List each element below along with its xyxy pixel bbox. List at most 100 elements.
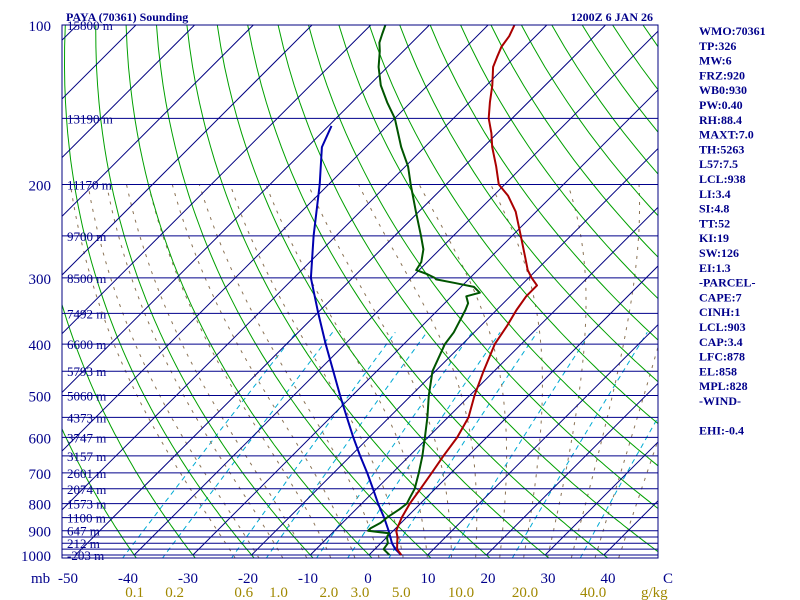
index-line-7: MAXT:7.0 <box>699 128 754 142</box>
moist-adiabat-4 <box>198 184 380 558</box>
dewpoint-trace <box>367 25 481 556</box>
dry-adiabats <box>62 25 658 558</box>
height-label-1000: -203 m <box>67 548 104 563</box>
temperature-tick-1: -40 <box>118 571 138 587</box>
height-label-750: 2074 m <box>67 482 106 497</box>
index-line-1: TP:326 <box>699 39 736 53</box>
height-label-200: 11170 m <box>67 178 112 193</box>
pressure-label-500: 500 <box>29 390 52 406</box>
dry-adiabat-60 <box>308 25 658 510</box>
pressure-label-800: 800 <box>29 498 52 514</box>
mixing-ratio-line-5 <box>388 332 538 558</box>
isotherm-30 <box>544 441 658 556</box>
index-line-15: SW:126 <box>699 246 739 260</box>
mixing-ratio-label-3: 1.0 <box>269 585 288 600</box>
height-label-950: 212 m <box>67 536 100 551</box>
isotherm--100 <box>62 25 313 276</box>
moist-adiabat-20 <box>358 184 478 558</box>
height-label-350: 7492 m <box>67 306 106 321</box>
mixing-ratio-label-5: 3.0 <box>351 585 370 600</box>
index-line-8: TH:5263 <box>699 142 744 156</box>
isotherm--30 <box>192 89 658 556</box>
isotherm-10 <box>427 323 658 556</box>
x-axis-prefix: mb <box>31 571 50 587</box>
index-line-20: LCL:903 <box>699 320 746 334</box>
sounding-profiles <box>309 25 538 556</box>
chart-title-time: 1200Z 6 JAN 26 <box>571 10 653 24</box>
index-line-27: EHI:-0.4 <box>699 424 744 438</box>
height-label-650: 3157 m <box>67 449 106 464</box>
height-label-100: 15800 m <box>67 18 113 33</box>
pressure-label-600: 600 <box>29 431 52 447</box>
mixing-ratio-line-0.1 <box>122 331 297 558</box>
dry-adiabat-110 <box>460 25 658 300</box>
chart-title-station: PAYA (70361) Sounding <box>66 10 188 24</box>
isotherm--10 <box>309 206 658 556</box>
index-line-10: LCL:938 <box>699 172 746 186</box>
index-line-12: SI:4.8 <box>699 202 729 216</box>
moist-adiabat-24 <box>418 184 508 558</box>
isobars <box>62 25 658 556</box>
pressure-label-1000: 1000 <box>21 549 51 565</box>
isotherm--80 <box>62 25 430 394</box>
moist-adiabat--4 <box>147 184 332 558</box>
temperature-trace <box>395 25 538 556</box>
dry-adiabat--10 <box>95 25 314 558</box>
mixing-ratio-line-0.6 <box>231 332 396 558</box>
parcel-trace <box>309 125 403 556</box>
temperature-tick-0: -50 <box>58 571 78 587</box>
index-line-6: RH:88.4 <box>699 113 742 127</box>
pressure-label-400: 400 <box>29 338 52 354</box>
height-label-800: 1573 m <box>67 497 106 512</box>
isotherm--110 <box>62 25 254 218</box>
temperature-axis-labels: mb -50 -40 -30 -20 -10 0 10 20 30 40 C <box>31 571 673 587</box>
index-line-21: CAP:3.4 <box>699 335 743 349</box>
index-line-17: -PARCEL- <box>699 276 755 290</box>
pressure-label-200: 200 <box>29 179 52 195</box>
mixing-ratio-label-2: 0.6 <box>234 585 253 600</box>
dry-adiabat--30 <box>62 302 196 558</box>
index-line-25: -WIND- <box>699 394 741 408</box>
index-line-13: TT:52 <box>699 216 730 230</box>
moist-adiabat--12 <box>106 184 284 558</box>
temperature-tick-2: -30 <box>178 571 198 587</box>
mixing-ratio-line-0.2 <box>161 331 333 558</box>
isotherms <box>62 25 658 556</box>
dry-adiabat-50 <box>277 25 658 553</box>
temperature-tick-10: C <box>663 571 673 587</box>
moist-adiabat-32 <box>546 184 587 558</box>
height-label-400: 6600 m <box>67 337 106 352</box>
index-line-14: KI:19 <box>699 231 729 245</box>
height-label-550: 4373 m <box>67 410 106 425</box>
index-line-19: CINH:1 <box>699 305 740 319</box>
mixing-ratio-line-3 <box>347 332 501 558</box>
mixing-ratio-unit: g/kg <box>641 585 668 600</box>
isotherm--90 <box>62 25 372 335</box>
height-label-600: 3747 m <box>67 430 106 445</box>
plot-area <box>62 25 658 558</box>
mixing-ratio-label-4: 2.0 <box>320 585 339 600</box>
index-line-18: CAPE:7 <box>699 290 742 304</box>
index-line-24: MPL:828 <box>699 379 748 393</box>
dry-adiabat--40 <box>62 427 137 558</box>
isotherm-0 <box>368 265 658 556</box>
pressure-axis-labels: 100 200 300 400 500 600 700 800 900 1000 <box>21 19 51 565</box>
index-line-0: WMO:70361 <box>699 24 766 38</box>
mixing-ratio-label-9: 40.0 <box>580 585 606 600</box>
isotherm--40 <box>133 30 658 556</box>
moist-adiabats <box>69 184 658 558</box>
mixing-ratio-labels: 0.1 0.2 0.6 1.0 2.0 3.0 5.0 10.0 20.0 40.0 g/kg <box>125 585 668 600</box>
isotherm--120 <box>62 25 195 159</box>
temperature-tick-8: 30 <box>541 571 556 587</box>
height-labels: 15800 m 13190 m 11170 m 9700 m 8500 m 7492 m 6… <box>67 18 113 563</box>
index-line-22: LFC:878 <box>699 350 745 364</box>
mixing-ratio-label-8: 20.0 <box>512 585 538 600</box>
height-label-700: 2601 m <box>67 466 106 481</box>
temperature-tick-4: -10 <box>298 571 318 587</box>
pressure-label-100: 100 <box>29 19 52 35</box>
temperature-tick-3: -20 <box>238 571 258 587</box>
index-line-11: LI:3.4 <box>699 187 731 201</box>
height-label-500: 5060 m <box>67 389 106 404</box>
